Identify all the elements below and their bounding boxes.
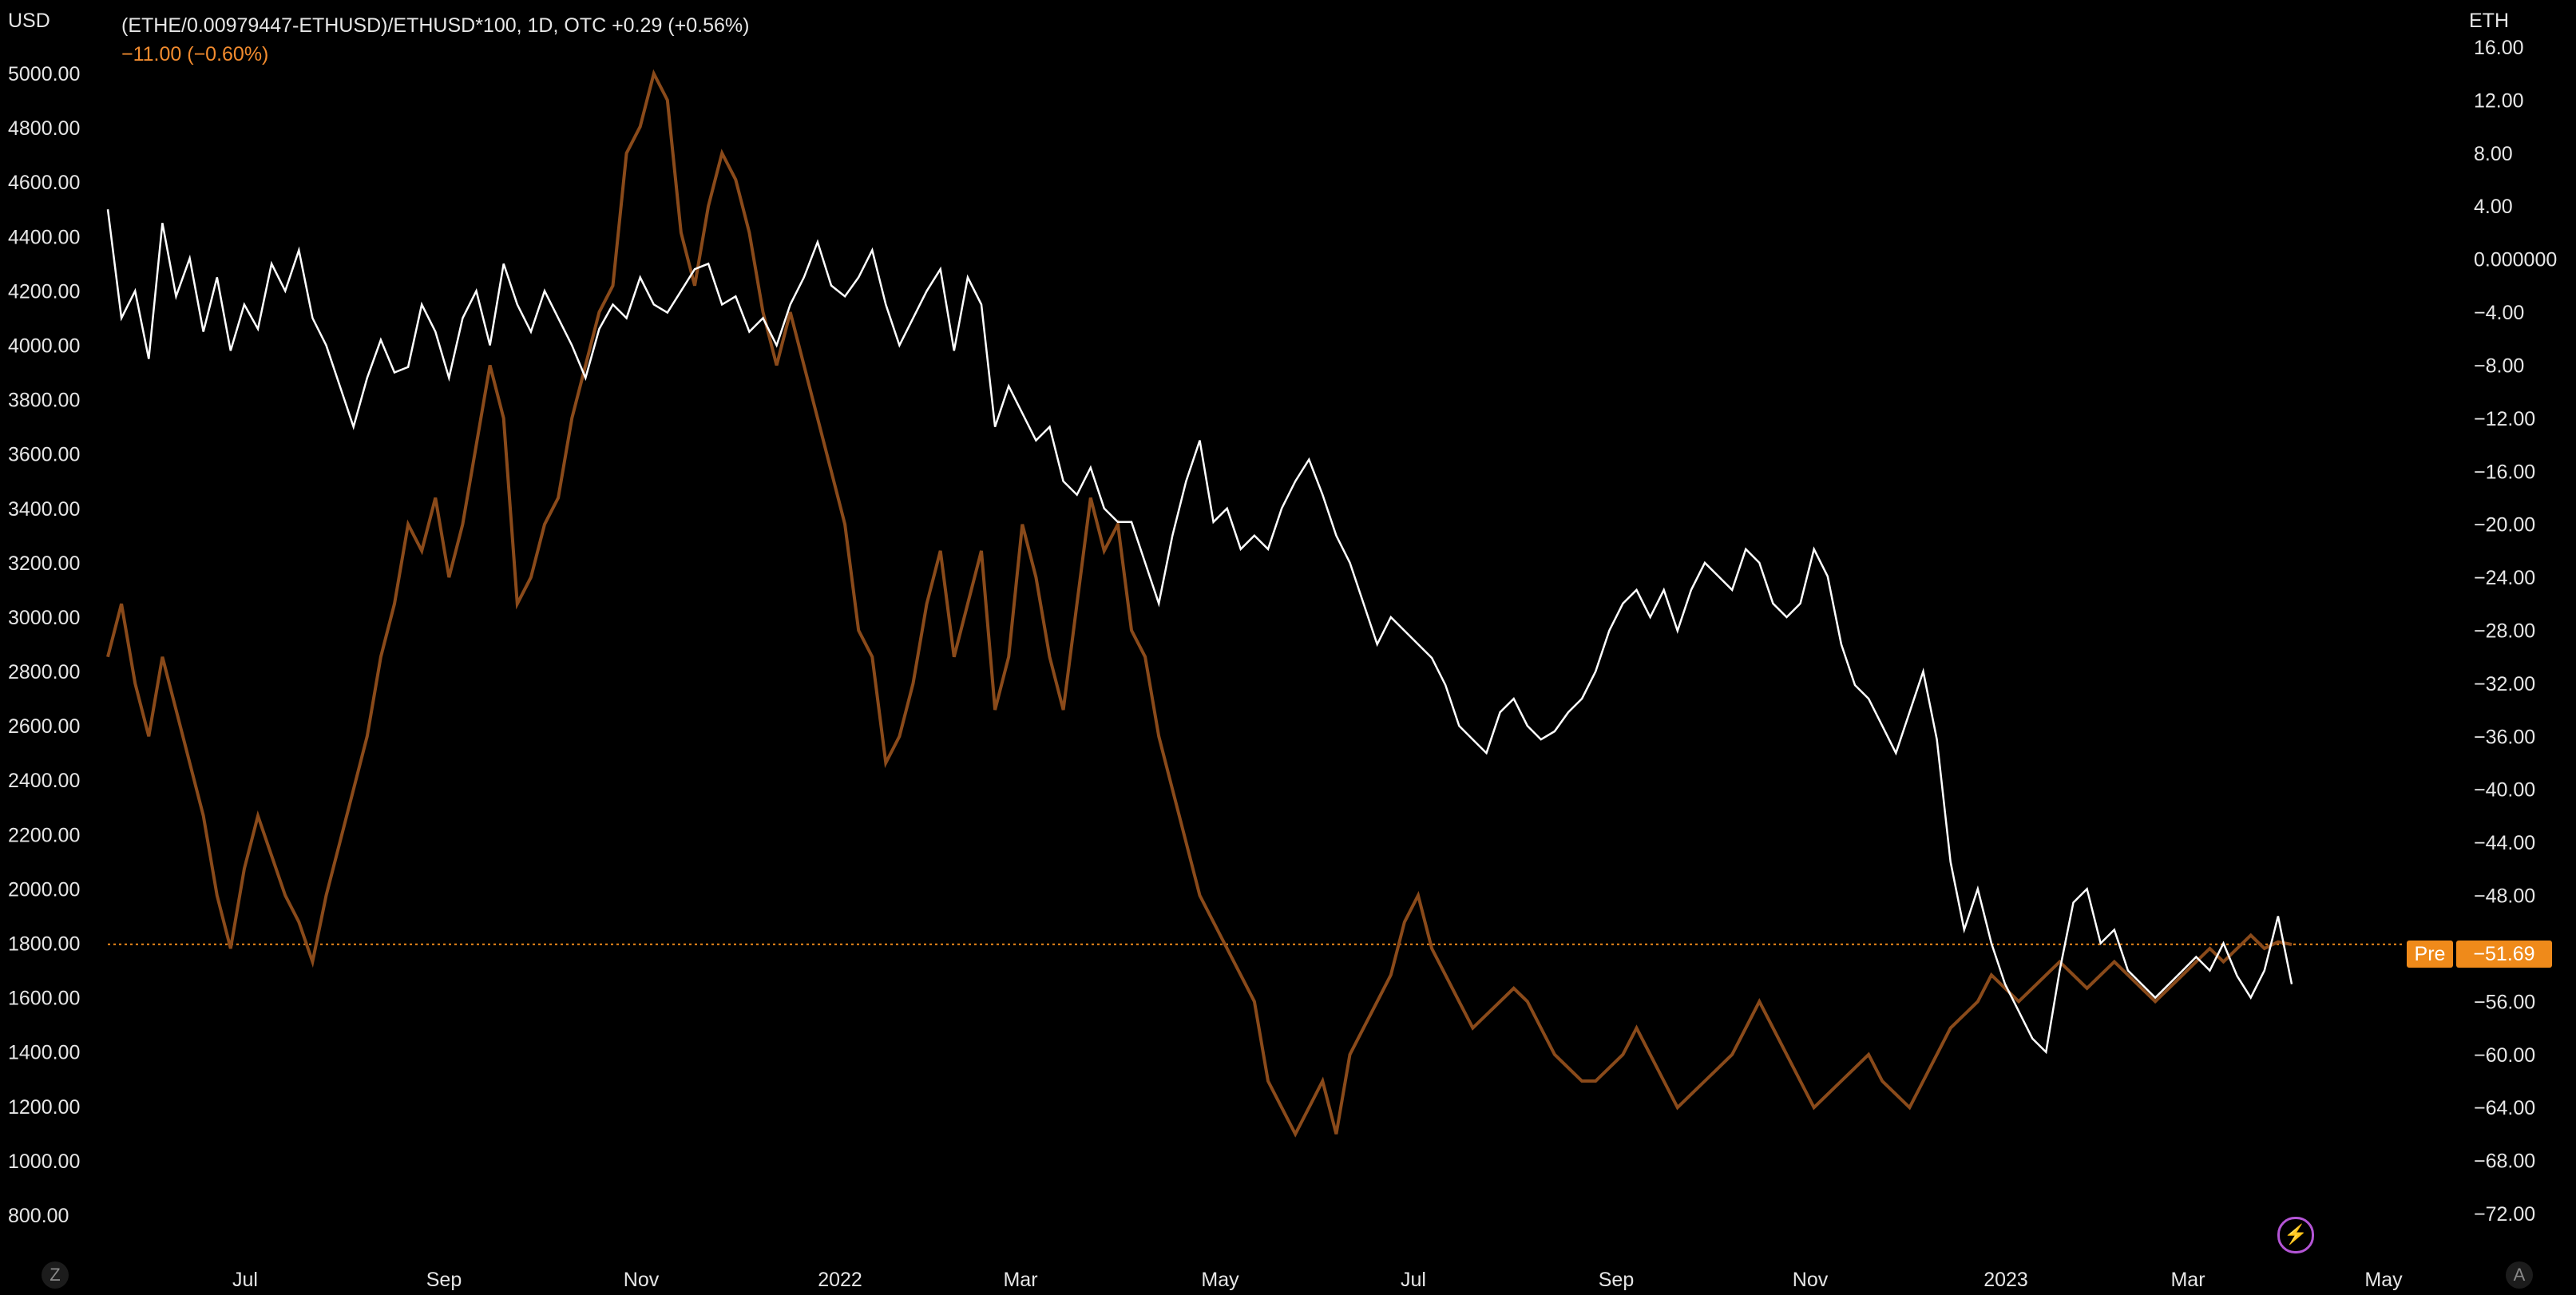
right-axis-tick-label: −44.00 bbox=[2474, 832, 2535, 854]
left-axis-tick-label: 2600.00 bbox=[8, 715, 80, 738]
right-axis-tick-label: −28.00 bbox=[2474, 620, 2535, 643]
left-axis-tick-label: 1400.00 bbox=[8, 1042, 80, 1064]
left-axis-tick-label: 4800.00 bbox=[8, 117, 80, 140]
left-axis-tick-label: 1600.00 bbox=[8, 988, 80, 1010]
left-axis-tick-label: 1800.00 bbox=[8, 933, 80, 956]
right-axis-tick-label: 0.000000 bbox=[2474, 249, 2557, 271]
x-axis-tick-label: Mar bbox=[1003, 1269, 1037, 1291]
x-axis-tick-label: Mar bbox=[2170, 1269, 2205, 1291]
right-axis-tick-label: −72.00 bbox=[2474, 1203, 2535, 1226]
x-axis: Jul Sep Nov 2022 Mar May Jul Sep Nov 2023 Mar May bbox=[232, 1269, 2403, 1291]
ethusd-series-line bbox=[106, 209, 2293, 1055]
x-axis-tick-label: May bbox=[2364, 1269, 2403, 1291]
right-axis-tick-label: 12.00 bbox=[2474, 89, 2524, 112]
x-axis-tick-label: Nov bbox=[1793, 1269, 1829, 1291]
legend-symbol: (ETHE/0.00979447-ETHUSD)/ETHUSD*100, 1D,… bbox=[121, 14, 750, 37]
lightning-bolt-icon[interactable]: ⚡ bbox=[2277, 1217, 2314, 1253]
right-axis-tick-label: −12.00 bbox=[2474, 408, 2535, 430]
auto-scale-button[interactable]: A bbox=[2506, 1261, 2533, 1289]
right-axis-tick-label: −4.00 bbox=[2474, 302, 2524, 324]
right-axis-tick-label: −36.00 bbox=[2474, 726, 2535, 748]
left-axis-unit: USD bbox=[8, 10, 50, 32]
left-axis-tick-label: 1200.00 bbox=[8, 1096, 80, 1119]
x-axis-tick-label: Nov bbox=[624, 1269, 660, 1291]
right-axis-tick-label: 16.00 bbox=[2474, 37, 2524, 59]
left-axis-tick-label: 3400.00 bbox=[8, 498, 80, 521]
x-axis-tick-label: Jul bbox=[1401, 1269, 1426, 1291]
left-axis-tick-label: 3200.00 bbox=[8, 552, 80, 575]
pre-badge: Pre bbox=[2407, 941, 2453, 968]
left-axis-tick-label: 2400.00 bbox=[8, 770, 80, 792]
left-axis-tick-label: 3800.00 bbox=[8, 390, 80, 412]
left-axis-tick-label: 4400.00 bbox=[8, 226, 80, 248]
right-axis-tick-label: −40.00 bbox=[2474, 779, 2535, 802]
right-axis-tick-label: −64.00 bbox=[2474, 1097, 2535, 1119]
right-axis-tick-label: −16.00 bbox=[2474, 461, 2535, 483]
left-axis-tick-label: 2000.00 bbox=[8, 878, 80, 901]
left-axis-tick-label: 800.00 bbox=[8, 1205, 69, 1227]
right-axis-tick-label: −60.00 bbox=[2474, 1044, 2535, 1067]
right-axis-tick-label: −24.00 bbox=[2474, 567, 2535, 589]
x-axis-tick-label: May bbox=[1201, 1269, 1239, 1291]
right-axis-tick-label: −20.00 bbox=[2474, 514, 2535, 537]
x-axis-tick-label: Jul bbox=[232, 1269, 258, 1291]
left-axis-tick-label: 4200.00 bbox=[8, 280, 80, 303]
right-axis-tick-label: −8.00 bbox=[2474, 354, 2524, 377]
chart-legend[interactable]: (ETHE/0.00979447-ETHUSD)/ETHUSD*100, 1D,… bbox=[121, 11, 749, 69]
x-axis-tick-label: 2023 bbox=[1984, 1269, 2028, 1291]
x-axis-tick-label: 2022 bbox=[818, 1269, 862, 1291]
right-axis-tick-label: 4.00 bbox=[2474, 196, 2513, 218]
legend-change: −11.00 (−0.60%) bbox=[121, 43, 269, 65]
premium-value-badge: −51.69 bbox=[2456, 941, 2552, 968]
left-axis-tick-label: 3600.00 bbox=[8, 444, 80, 466]
left-axis-tick-label: 4600.00 bbox=[8, 172, 80, 194]
right-axis-tick-label: −68.00 bbox=[2474, 1150, 2535, 1173]
timezone-button[interactable]: Z bbox=[42, 1261, 69, 1289]
x-axis-tick-label: Sep bbox=[1599, 1269, 1634, 1291]
left-axis-tick-label: 5000.00 bbox=[8, 63, 80, 85]
left-axis: 5000.00 4800.00 4600.00 4400.00 4200.00 4000.… bbox=[8, 63, 80, 1227]
x-axis-tick-label: Sep bbox=[426, 1269, 462, 1291]
right-axis: 16.00 12.00 8.00 4.00 0.000000 −4.00 −8.00 −12.… bbox=[2474, 37, 2557, 1226]
right-axis-unit: ETH bbox=[2469, 10, 2509, 32]
right-axis-tick-label: −32.00 bbox=[2474, 673, 2535, 695]
right-axis-tick-label: −56.00 bbox=[2474, 991, 2535, 1013]
left-axis-tick-label: 3000.00 bbox=[8, 607, 80, 629]
left-axis-tick-label: 2200.00 bbox=[8, 824, 80, 846]
left-axis-tick-label: 4000.00 bbox=[8, 335, 80, 357]
premium-series-line bbox=[106, 69, 2293, 1138]
left-axis-tick-label: 2800.00 bbox=[8, 661, 80, 683]
right-axis-tick-label: 8.00 bbox=[2474, 143, 2513, 165]
left-axis-tick-label: 1000.00 bbox=[8, 1150, 80, 1173]
right-axis-tick-label: −48.00 bbox=[2474, 885, 2535, 908]
